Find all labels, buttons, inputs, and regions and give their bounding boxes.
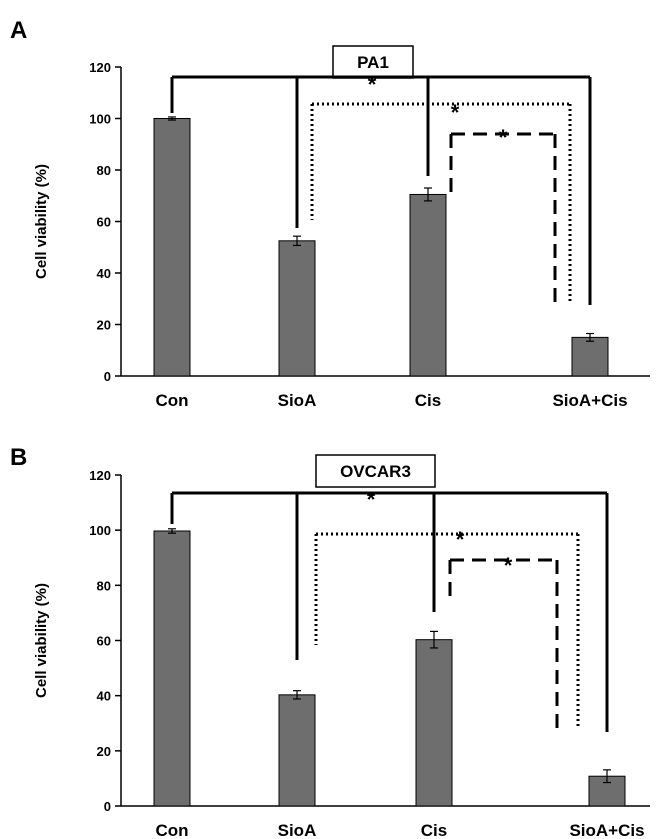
significance-star: * bbox=[504, 553, 513, 578]
chart-panel-b: B OVCAR3 0 20 40 60 80 100 120 Cell viability (%)… bbox=[10, 444, 650, 839]
y-tick-label: 80 bbox=[97, 163, 111, 178]
y-tick-label: 40 bbox=[97, 266, 111, 281]
chart-panel-a: A PA1 0 20 40 60 80 100 120 Cell viability (%) Con… bbox=[10, 17, 650, 410]
significance-star: * bbox=[499, 125, 508, 150]
y-tick-label: 100 bbox=[89, 112, 111, 127]
y-axis-label: Cell viability (%) bbox=[33, 583, 50, 698]
significance-star: * bbox=[456, 527, 465, 552]
y-tick-label: 20 bbox=[97, 744, 111, 759]
y-tick-label: 20 bbox=[97, 318, 111, 333]
significance-star: * bbox=[367, 487, 376, 512]
y-tick-label: 0 bbox=[104, 369, 111, 384]
y-tick-label: 60 bbox=[97, 634, 111, 649]
y-tick-label: 120 bbox=[89, 468, 111, 483]
x-tick-label: SioA bbox=[278, 821, 317, 839]
x-tick-label: Con bbox=[155, 391, 188, 410]
x-tick-label: Con bbox=[155, 821, 188, 839]
x-tick-label: Cis bbox=[421, 821, 447, 839]
chart-title-box bbox=[315, 454, 436, 488]
y-tick-label: 100 bbox=[89, 523, 111, 538]
bar-cis bbox=[409, 193, 447, 377]
y-tick-label: 60 bbox=[97, 215, 111, 230]
significance-star: * bbox=[451, 100, 460, 125]
chart-title: OVCAR3 bbox=[340, 462, 411, 481]
bar-sioa bbox=[278, 240, 316, 377]
x-tick-label: SioA+Cis bbox=[569, 821, 644, 839]
significance-star: * bbox=[368, 72, 377, 97]
chart-title-box bbox=[332, 45, 414, 79]
x-tick-label: Cis bbox=[415, 391, 441, 410]
y-tick-label: 40 bbox=[97, 689, 111, 704]
bar-cis bbox=[415, 639, 453, 807]
panel-letter: A bbox=[10, 17, 27, 44]
bar-con bbox=[153, 530, 191, 807]
bar-sioa bbox=[278, 694, 316, 807]
bar-sioa-cis bbox=[571, 336, 609, 377]
y-tick-label: 80 bbox=[97, 578, 111, 593]
x-tick-label: SioA bbox=[278, 391, 317, 410]
y-axis-label: Cell viability (%) bbox=[33, 164, 50, 279]
y-tick-label: 0 bbox=[104, 799, 111, 814]
bar-con bbox=[153, 118, 191, 377]
panel-letter: B bbox=[10, 444, 27, 471]
y-tick-label: 120 bbox=[89, 60, 111, 75]
chart-title: PA1 bbox=[357, 53, 389, 72]
x-tick-label: SioA+Cis bbox=[552, 391, 627, 410]
